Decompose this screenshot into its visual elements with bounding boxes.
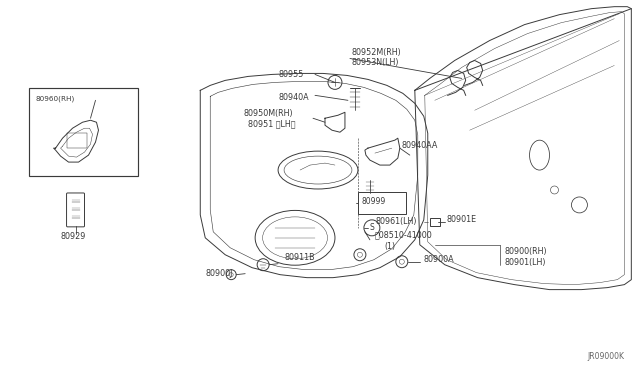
Text: Ⓝ08510-41000: Ⓝ08510-41000 — [375, 230, 433, 239]
Text: (1): (1) — [385, 242, 396, 251]
Text: 80950M(RH): 80950M(RH) — [243, 109, 292, 118]
Text: S: S — [369, 223, 374, 232]
Text: JR09000K: JR09000K — [588, 352, 625, 361]
Text: 80955: 80955 — [278, 70, 303, 79]
Text: 80960(RH): 80960(RH) — [36, 95, 75, 102]
Text: 80929: 80929 — [61, 232, 86, 241]
Bar — [430, 218, 440, 226]
Text: 80900J: 80900J — [205, 269, 232, 278]
Text: 80940AA: 80940AA — [402, 141, 438, 150]
Text: 80900A: 80900A — [424, 255, 454, 264]
Text: 80961(LH): 80961(LH) — [376, 217, 417, 227]
Text: 80999: 80999 — [362, 198, 386, 206]
Text: 80901E: 80901E — [447, 215, 477, 224]
Text: 80952M(RH): 80952M(RH) — [352, 48, 402, 57]
Text: 80900(RH): 80900(RH) — [504, 247, 547, 256]
Text: 80953N(LH): 80953N(LH) — [352, 58, 399, 67]
Bar — [358, 192, 406, 214]
Bar — [67, 133, 86, 148]
Bar — [29, 89, 138, 176]
Text: 80911B: 80911B — [284, 253, 315, 262]
Text: 80901(LH): 80901(LH) — [504, 258, 546, 267]
Text: 80940A: 80940A — [278, 93, 308, 102]
Text: 80951 〈LH〉: 80951 〈LH〉 — [248, 120, 296, 129]
